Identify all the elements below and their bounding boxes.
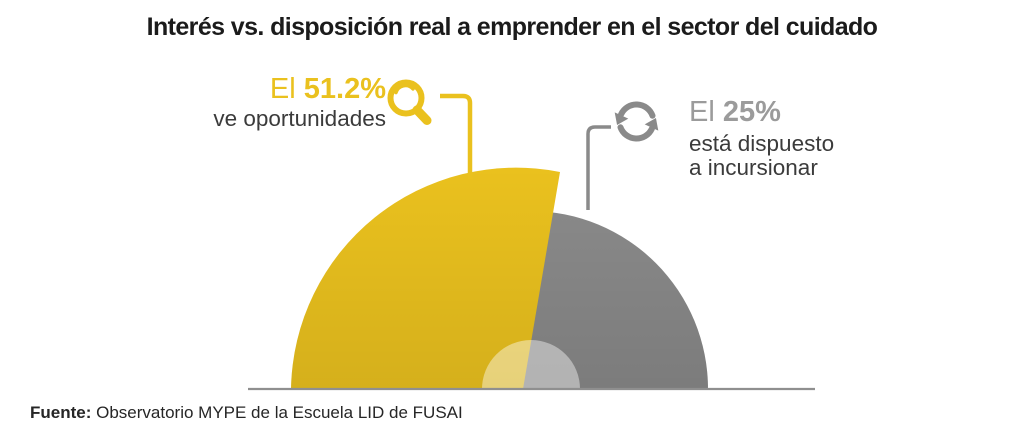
refresh-arrowhead-top	[614, 112, 629, 126]
interest-prefix: El	[269, 73, 296, 105]
magnifier-icon	[387, 79, 432, 125]
refresh-arc-bottom	[617, 124, 655, 142]
magnifier-shine	[394, 83, 415, 95]
interest-value-line: El 51.2%	[213, 74, 386, 104]
magnifier-handle	[412, 105, 432, 125]
source-label: Fuente:	[30, 403, 92, 422]
refresh-arc-top	[618, 101, 656, 119]
disposition-caption-line2: a incursionar	[689, 155, 818, 181]
disposition-value-line: El 25%	[689, 97, 834, 127]
disposition-caption-line1: está dispuesto	[689, 131, 835, 157]
disposition-prefix: El	[689, 96, 715, 128]
chart-title: Interés vs. disposición real a emprender…	[146, 13, 878, 41]
interest-caption: ve oportunidades	[213, 106, 386, 132]
disposition-connector-line	[586, 125, 611, 210]
source-text: Observatorio MYPE de la Escuela LID de F…	[91, 403, 463, 422]
annotation-interest: El 51.2% ve oportunidades	[213, 74, 386, 131]
source-note: Fuente: Observatorio MYPE de la Escuela …	[30, 403, 463, 423]
interest-value: 51.2%	[303, 73, 386, 105]
disposition-value: 25%	[722, 96, 781, 128]
interest-sector-shade	[291, 167, 560, 389]
annotation-disposition: El 25% está dispuesto a incursionar	[689, 97, 834, 180]
refresh-arrowhead-bottom	[644, 117, 659, 131]
refresh-icon	[614, 101, 659, 142]
magnifier-lens	[387, 79, 425, 117]
center-overlay	[482, 340, 580, 389]
interest-connector-line	[440, 93, 473, 179]
